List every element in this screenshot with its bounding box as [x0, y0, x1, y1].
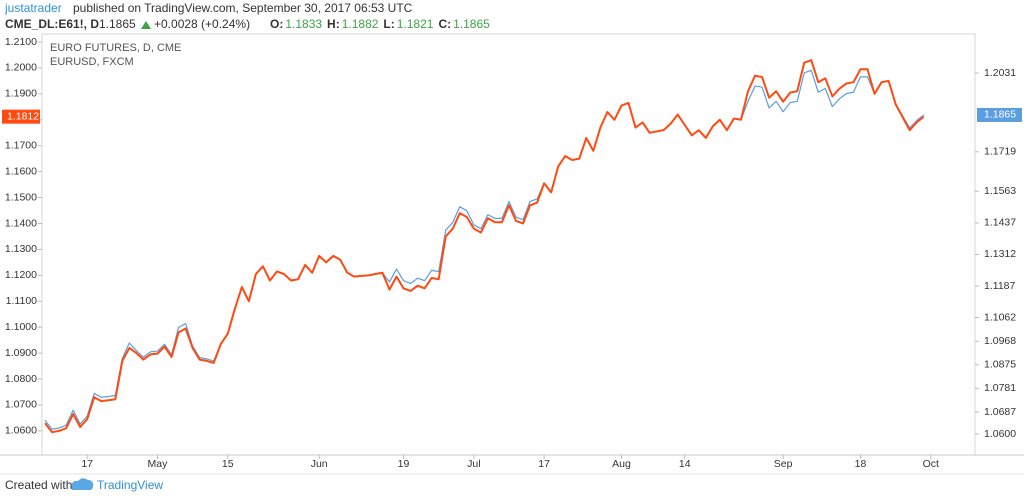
- y2-tick-label: 1.1312: [984, 248, 1016, 260]
- x-tick-label: May: [148, 458, 169, 470]
- x-tick-label: Jun: [311, 458, 328, 470]
- y2-tick-label: 1.0687: [984, 406, 1016, 418]
- brand-name[interactable]: TradingView: [97, 478, 163, 492]
- last-value-label: 1.1812: [7, 110, 39, 122]
- y2-tick-label: 1.2031: [984, 67, 1016, 79]
- y-tick-label: 1.1500: [5, 191, 37, 203]
- ohlc-label: L:: [383, 17, 394, 31]
- x-tick-label: Jul: [467, 458, 480, 470]
- y2-tick-label: 1.1187: [984, 280, 1015, 292]
- y-tick-label: 1.1300: [5, 243, 37, 255]
- ohlc-value: 1.1821: [397, 17, 434, 31]
- x-tick-label: Oct: [923, 458, 939, 470]
- x-tick-label: 18: [855, 458, 867, 470]
- x-tick-label: 14: [679, 458, 691, 470]
- last-value-label: 1.1865: [984, 109, 1016, 121]
- y2-tick-label: 1.0875: [984, 358, 1016, 370]
- x-tick-label: 17: [81, 458, 93, 470]
- ohlc-label: H:: [327, 17, 340, 31]
- ohlc-value: 1.1833: [285, 17, 322, 31]
- last-value-box: [977, 107, 1022, 122]
- ohlc: O: 1.1833 H: 1.1882 L: 1.1821 C: 1.1865: [270, 17, 490, 31]
- y-tick-label: 1.1400: [5, 217, 37, 229]
- author-link[interactable]: justatrader: [4, 1, 62, 15]
- y2-tick-label: 1.0781: [984, 382, 1016, 394]
- legend-entry: EURUSD, FXCM: [50, 56, 134, 68]
- legend-entry: EURO FUTURES, D, CME: [50, 42, 181, 54]
- x-tick-label: 15: [222, 458, 234, 470]
- price-line: [44, 59, 925, 434]
- y2-tick-label: 1.1563: [984, 185, 1016, 197]
- y2-tick-label: 1.1062: [984, 311, 1016, 323]
- y2-tick-label: 1.1437: [984, 217, 1016, 229]
- x-tick-label: 19: [398, 458, 410, 470]
- ohlc-label: O:: [270, 17, 283, 31]
- symbol: CME_DL:E61!, D: [5, 17, 99, 31]
- brand-logo: [71, 478, 94, 491]
- y-tick-label: 1.0600: [5, 425, 37, 437]
- y-tick-label: 1.1600: [5, 165, 37, 177]
- y-tick-label: 1.1700: [5, 139, 37, 151]
- created-with: Created with: [5, 478, 72, 492]
- y2-tick-label: 1.0600: [984, 428, 1016, 440]
- up-arrow: [141, 21, 151, 29]
- ohlc-value: 1.1865: [453, 17, 490, 31]
- y-tick-label: 1.0900: [5, 347, 37, 359]
- y-tick-label: 1.0800: [5, 373, 37, 385]
- y-tick-label: 1.0700: [5, 399, 37, 411]
- y-tick-label: 1.2100: [5, 36, 37, 48]
- y2-tick-label: 1.0968: [984, 335, 1016, 347]
- published-note: published on TradingView.com, September …: [73, 1, 413, 15]
- last-price: 1.1865: [99, 17, 136, 31]
- y-tick-label: 1.1200: [5, 269, 37, 281]
- plot: [44, 59, 925, 434]
- x-tick-label: 17: [538, 458, 550, 470]
- y-tick-label: 1.1900: [5, 88, 37, 100]
- x-tick-label: Aug: [612, 458, 631, 470]
- y-tick-label: 1.1100: [6, 295, 37, 307]
- y2-tick-label: 1.1719: [984, 146, 1016, 158]
- ohlc-value: 1.1882: [342, 17, 379, 31]
- ohlc-label: C:: [438, 17, 451, 31]
- price-change: +0.0028 (+0.24%): [154, 17, 250, 31]
- x-tick-label: Sep: [774, 458, 793, 470]
- y-tick-label: 1.1000: [5, 321, 37, 333]
- plot-frame: [41, 33, 976, 456]
- last-value-box: [2, 109, 40, 124]
- y-tick-label: 1.2000: [5, 62, 37, 74]
